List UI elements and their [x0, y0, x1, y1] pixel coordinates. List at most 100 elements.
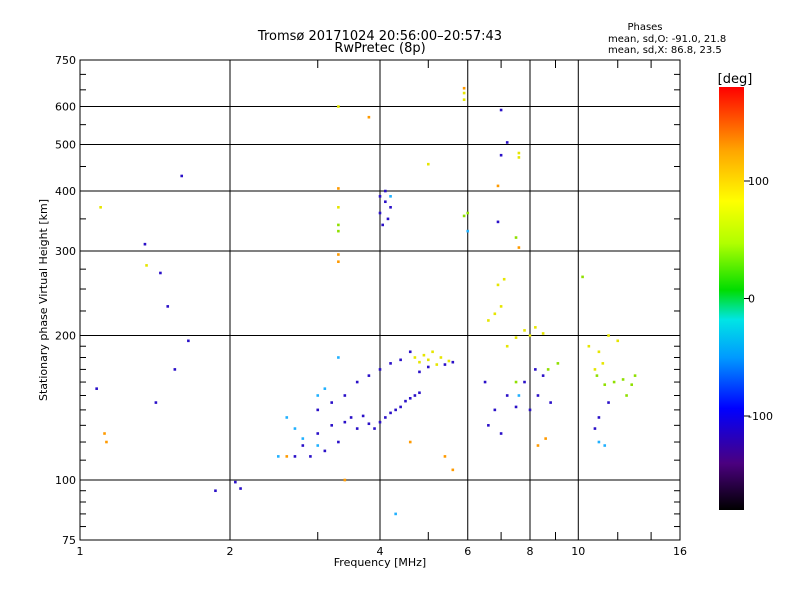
data-point — [523, 329, 526, 332]
x-tick-label: 16 — [673, 545, 687, 558]
x-tick-label: 6 — [464, 545, 471, 558]
data-point — [466, 211, 470, 215]
colorbar-ticks: 100 0 -100 — [744, 175, 773, 423]
data-point — [601, 362, 605, 365]
data-point — [505, 394, 509, 397]
data-point — [487, 319, 490, 322]
data-point — [514, 380, 518, 384]
data-point — [399, 405, 402, 409]
data-point — [389, 362, 392, 365]
data-point — [462, 91, 466, 95]
colorbar-label: [deg] — [718, 72, 753, 87]
data-point — [316, 394, 320, 397]
data-point — [166, 305, 170, 308]
colorbar — [719, 87, 744, 510]
data-point — [143, 242, 147, 246]
data-point — [418, 391, 421, 395]
data-point — [603, 383, 607, 386]
data-point — [544, 437, 547, 440]
data-point — [316, 444, 320, 447]
y-tick-label: 100 — [55, 474, 76, 487]
data-point — [603, 444, 607, 447]
data-point — [378, 420, 382, 424]
data-point — [462, 98, 466, 101]
data-point — [145, 264, 148, 267]
data-point — [337, 440, 340, 444]
data-point — [381, 223, 384, 227]
data-point — [625, 394, 628, 397]
x-axis-label: Frequency [MHz] — [334, 556, 426, 569]
data-point — [413, 356, 417, 359]
data-point — [316, 432, 320, 435]
plot-grid — [80, 60, 680, 540]
data-point — [404, 399, 407, 403]
data-point — [505, 344, 509, 348]
data-point — [386, 217, 390, 221]
y-tick-label: 75 — [62, 534, 76, 547]
data-point — [493, 312, 497, 316]
data-point — [546, 368, 550, 371]
data-point — [523, 380, 526, 384]
y-axis-ticks: 75 100 200 300 400 500 600 750 — [55, 54, 76, 547]
data-point — [316, 408, 320, 412]
data-point — [301, 444, 305, 447]
data-point — [343, 394, 347, 397]
y-tick-label: 400 — [55, 185, 76, 198]
data-point — [505, 141, 509, 144]
data-point — [483, 380, 487, 384]
data-point — [556, 362, 560, 365]
data-point — [337, 205, 340, 209]
data-point — [343, 420, 347, 424]
data-point — [337, 229, 340, 233]
data-point — [309, 455, 312, 458]
data-point — [496, 184, 500, 188]
data-point — [301, 437, 305, 440]
data-point — [541, 374, 545, 377]
data-point — [323, 387, 327, 390]
data-point — [493, 408, 497, 412]
data-point — [418, 370, 421, 374]
data-point — [581, 275, 584, 279]
data-point — [536, 444, 540, 447]
x-axis-ticks: 1 2 4 6 8 10 16 — [77, 545, 688, 558]
data-point — [612, 380, 616, 384]
data-point — [337, 223, 340, 227]
colorbar-tick-label: 0 — [748, 293, 755, 306]
data-point — [239, 487, 242, 490]
data-point — [593, 368, 597, 371]
data-point — [435, 363, 439, 366]
x-tick-label: 2 — [227, 545, 234, 558]
data-point — [343, 478, 347, 482]
data-point — [621, 378, 625, 381]
data-point — [103, 432, 106, 435]
data-point — [517, 151, 521, 155]
data-point — [389, 411, 392, 415]
y-axis-label: Stationary phase Virtual Height [km] — [37, 199, 50, 401]
data-point — [607, 401, 610, 404]
data-point — [496, 220, 500, 224]
y-tick-label: 200 — [55, 330, 76, 343]
data-point — [384, 200, 387, 204]
data-point — [426, 365, 430, 369]
data-point — [426, 162, 430, 166]
data-point — [587, 344, 591, 348]
data-point — [413, 394, 417, 397]
x-tick-label: 10 — [571, 545, 585, 558]
data-point — [367, 374, 371, 377]
data-point — [285, 455, 289, 458]
data-point — [95, 387, 98, 390]
data-point — [285, 416, 289, 419]
data-point — [499, 153, 503, 157]
data-point — [536, 394, 540, 397]
data-point — [443, 455, 447, 458]
data-point — [154, 401, 158, 404]
data-point — [389, 195, 392, 198]
data-point — [349, 416, 353, 419]
data-point — [466, 229, 470, 233]
y-tick-label: 750 — [55, 54, 76, 67]
data-point — [633, 374, 637, 377]
data-point — [528, 408, 532, 412]
colorbar-tick-label: 100 — [748, 175, 769, 188]
data-point — [355, 380, 359, 384]
